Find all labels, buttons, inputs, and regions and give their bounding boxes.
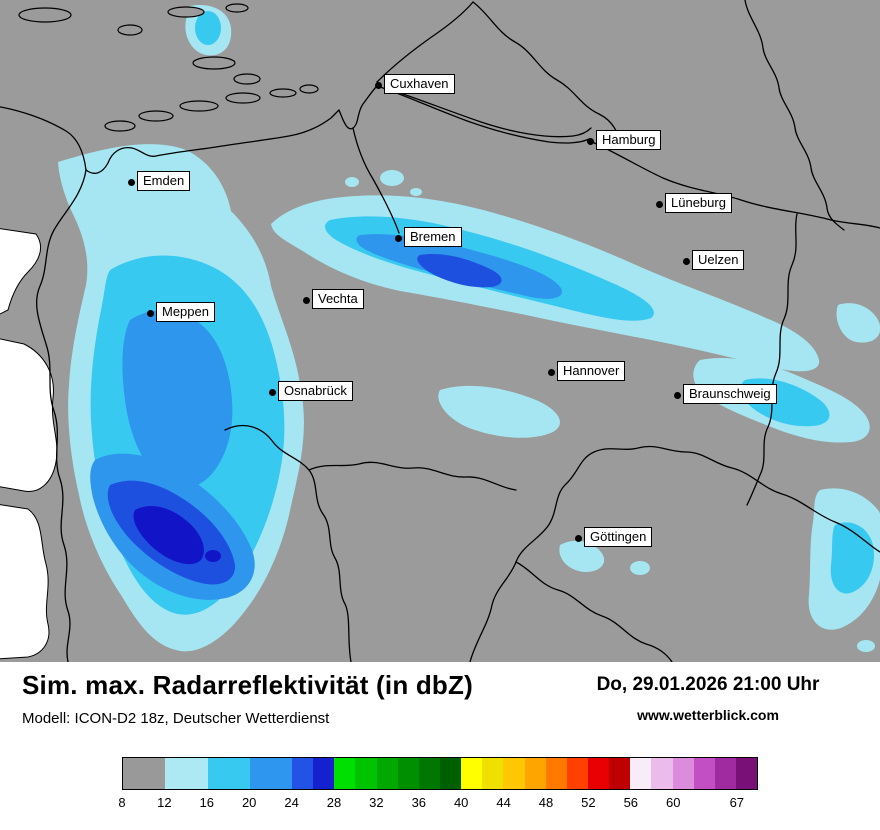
city-dot	[683, 258, 690, 265]
colorbar-segment	[736, 758, 758, 789]
city-dot	[375, 82, 382, 89]
colorbar-tick-label: 12	[157, 795, 172, 810]
city-dot	[303, 297, 310, 304]
colorbar-tick-label: 20	[241, 795, 257, 810]
colorbar-segment	[566, 758, 589, 789]
city-label: Bremen	[404, 227, 462, 247]
colorbar-segment	[482, 758, 504, 789]
colorbar-tick-label: 24	[284, 795, 299, 810]
colorbar-tick-label: 16	[199, 795, 214, 810]
colorbar-tick-label: 32	[369, 795, 384, 810]
colorbar-tick-label: 67	[729, 795, 745, 810]
city-label: Braunschweig	[683, 384, 777, 404]
colorbar-segment	[630, 758, 652, 789]
colorbar-segment	[609, 758, 631, 789]
colorbar-tick-label: 44	[496, 795, 511, 810]
colorbar-segment	[672, 758, 694, 789]
colorbar-segment	[503, 758, 525, 789]
colorbar-segment	[418, 758, 441, 789]
city-label: Göttingen	[584, 527, 653, 547]
colorbar-segment	[313, 758, 335, 789]
city-label: Cuxhaven	[384, 74, 455, 94]
colorbar-segment	[249, 758, 293, 789]
colorbar-segment	[123, 758, 166, 789]
datetime-block: Do, 29.01.2026 21:00 Uhr www.wetterblick…	[558, 674, 858, 723]
colorbar-segment	[588, 758, 610, 789]
city-label: Hannover	[557, 361, 626, 381]
city-label: Meppen	[156, 302, 215, 322]
colorbar-segment	[714, 758, 737, 789]
colorbar-segment	[334, 758, 356, 789]
water-layer	[0, 228, 58, 660]
islands-layer	[18, 3, 319, 132]
website-url: www.wetterblick.com	[637, 707, 779, 723]
city-dot	[395, 235, 402, 242]
colorbar-segment	[355, 758, 377, 789]
map-title: Sim. max. Radarreflektivität (in dbZ)	[22, 670, 473, 700]
colorbar-tick-label: 56	[623, 795, 639, 810]
colorbar-tick-label: 48	[538, 795, 554, 810]
colorbar-segment	[524, 758, 546, 789]
city-dot	[656, 201, 663, 208]
colorbar-segment	[207, 758, 250, 789]
weather-map: Cuxhaven Hamburg Emden Lüneburg Bremen Uelzen…	[0, 0, 880, 662]
title-block: Sim. max. Radarreflektivität (in dbZ) Mo…	[22, 670, 473, 727]
valid-datetime: Do, 29.01.2026 21:00 Uhr	[596, 674, 820, 695]
colorbar-tick-label: 8	[118, 795, 126, 810]
colorbar-tick-label: 36	[411, 795, 427, 810]
city-label: Hamburg	[596, 130, 662, 150]
colorbar-segment	[376, 758, 398, 789]
city-dot	[575, 535, 582, 542]
city-dot	[128, 179, 135, 186]
colorbar-segment	[292, 758, 314, 789]
borders-layer	[0, 0, 880, 662]
model-info: Modell: ICON-D2 18z, Deutscher Wetterdie…	[22, 710, 330, 727]
city-dot	[269, 389, 276, 396]
footer: Sim. max. Radarreflektivität (in dbZ) Mo…	[0, 662, 880, 830]
city-dot	[587, 138, 594, 145]
city-label: Uelzen	[692, 250, 745, 270]
city-layer: Cuxhaven Hamburg Emden Lüneburg Bremen Uelzen…	[128, 74, 777, 547]
colorbar-tick-label: 28	[326, 795, 342, 810]
dbz-28-area	[133, 505, 221, 565]
city-dot	[548, 369, 555, 376]
colorbar-segment	[397, 758, 419, 789]
colorbar-segment	[545, 758, 567, 789]
colorbar-segment	[440, 758, 462, 789]
colorbar-segment	[165, 758, 208, 789]
colorbar-ticks: 8 12 16 20 24 28 32 36 40 44 48 52 56 60 67	[118, 795, 758, 813]
colorbar-segment	[693, 758, 715, 789]
city-dot	[147, 310, 154, 317]
city-label: Vechta	[312, 289, 364, 309]
colorbar-segment	[461, 758, 483, 789]
colorbar-segment	[651, 758, 673, 789]
city-label: Emden	[137, 171, 191, 191]
colorbar-tick-label: 40	[453, 795, 469, 810]
colorbar-tick-label: 60	[665, 795, 681, 810]
colorbar-tick-label: 52	[581, 795, 596, 810]
colorbar	[122, 757, 758, 790]
city-label: Osnabrück	[278, 381, 353, 401]
city-dot	[674, 392, 681, 399]
city-label: Lüneburg	[665, 193, 732, 213]
